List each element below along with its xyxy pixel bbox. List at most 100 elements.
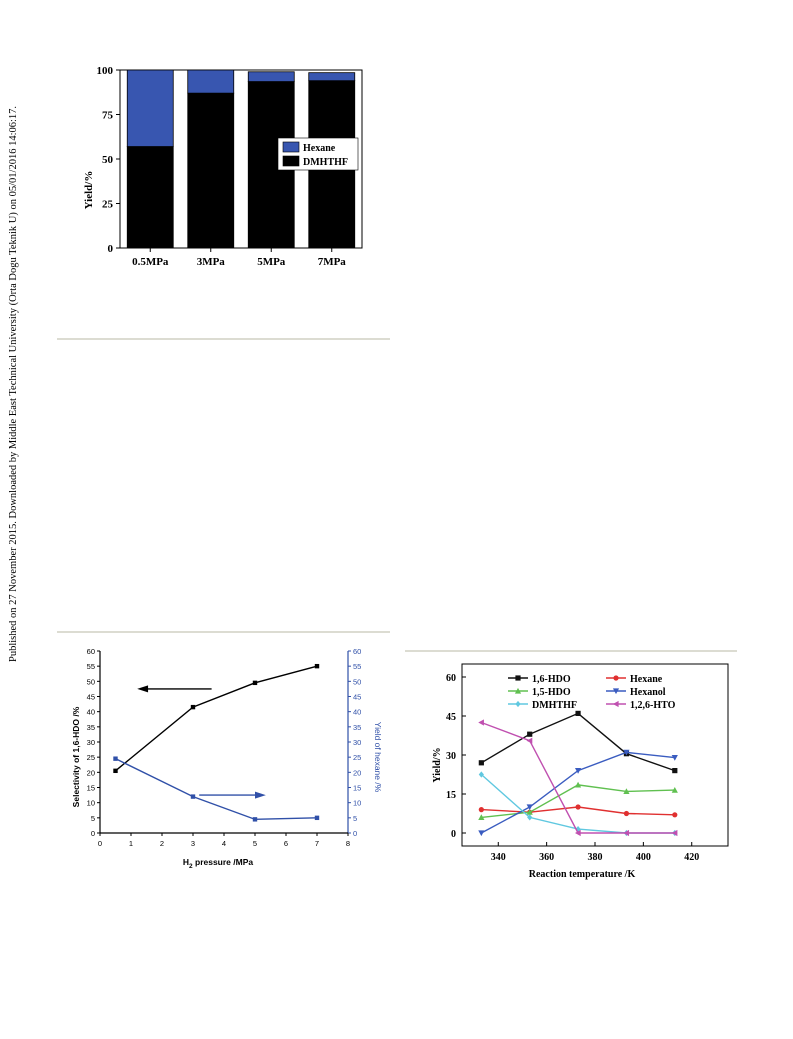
- bar-hexane: [247, 71, 295, 82]
- x-tick-label: 340: [491, 852, 506, 863]
- y-tick-label-left: 35: [87, 723, 95, 732]
- y-tick-label-right: 35: [353, 723, 361, 732]
- data-point-hexane: [623, 810, 630, 817]
- legend-marker-1-6-hdo: [515, 675, 521, 681]
- data-point-right: [252, 817, 258, 822]
- y-tick-label-right: 15: [353, 784, 361, 793]
- watermark-text: Published on 27 November 2015. Downloade…: [8, 106, 19, 662]
- legend-marker-hexane: [613, 675, 619, 681]
- series-line-right: [115, 758, 318, 821]
- multi-line-chart: 0 15 30 45 60 340 360 380 400 420 1,6-HDO Hexane 1,5…: [432, 663, 729, 880]
- data-point-1-6-hdo: [575, 710, 581, 716]
- legend-label-dmhthf: DMHTHF: [532, 700, 577, 711]
- data-point-right: [113, 756, 118, 761]
- y-tick-label-left: 10: [87, 799, 95, 808]
- legend-marker-1-5-hdo: [514, 687, 522, 694]
- x-tick-label: 8: [346, 839, 350, 848]
- y-tick-label-left: 45: [87, 693, 95, 702]
- legend-label-hexanol: Hexanol: [630, 687, 666, 698]
- data-point-dmhthf: [478, 771, 484, 778]
- y-tick-label-left: 30: [87, 738, 95, 747]
- x-tick-label: 360: [539, 852, 554, 863]
- data-point-1-6-hdo: [672, 768, 678, 774]
- data-point-1-2-6-hto: [574, 829, 581, 837]
- x-tick-label: 3: [191, 839, 195, 848]
- y-tick-label-right: 25: [353, 753, 361, 762]
- y-tick-label: 15: [446, 790, 456, 801]
- data-point-1-2-6-hto: [671, 829, 678, 837]
- y-tick-label-left: 0: [91, 829, 95, 838]
- data-point-1-2-6-hto: [526, 737, 533, 744]
- bar-hexane: [126, 69, 174, 147]
- legend-marker-dmhthf: [515, 700, 521, 708]
- data-point-hexanol: [478, 830, 485, 837]
- x-tick-label: 420: [684, 852, 699, 863]
- data-point-hexanol: [574, 768, 582, 774]
- y-tick-label: 0: [108, 243, 114, 255]
- series-line-1-6-hdo: [480, 712, 676, 772]
- y-tick-label-right: 20: [353, 768, 361, 777]
- x-tick-label: 6: [284, 839, 288, 848]
- x-tick-label: 380: [588, 852, 603, 863]
- data-point-1-2-6-hto: [623, 829, 630, 837]
- series-line-1-2-6-hto: [481, 721, 675, 834]
- y-tick-label: 30: [446, 751, 456, 762]
- series-line-hexanol: [481, 751, 675, 834]
- legend-label: Hexane: [303, 143, 336, 154]
- legend-marker-1-2-6-hto: [612, 700, 619, 708]
- y-tick-label: 100: [97, 65, 114, 77]
- y-tick-label: 0: [451, 829, 456, 840]
- y-tick-label-right: 0: [353, 829, 357, 838]
- data-point-1-6-hdo: [527, 731, 533, 737]
- x-tick-label: 4: [222, 839, 226, 848]
- x-tick-label: 2: [160, 839, 164, 848]
- y-tick-label-right: 40: [353, 708, 361, 717]
- x-tick-label: 7: [315, 839, 319, 848]
- x-axis-label: H2 pressure /MPa: [183, 857, 254, 870]
- data-point-left: [252, 680, 258, 686]
- data-point-1-5-hdo: [526, 809, 533, 815]
- x-tick-label: 0.5MPa: [132, 256, 169, 268]
- x-tick-label: 7MPa: [318, 256, 347, 268]
- x-axis-label: Reaction temperature /K: [529, 869, 636, 880]
- data-point-hexane: [575, 804, 581, 810]
- series-line-left: [115, 665, 318, 772]
- x-tick-label: 3MPa: [197, 256, 226, 268]
- y-tick-label-left: 25: [87, 753, 95, 762]
- y-tick-label: 60: [446, 673, 456, 684]
- arrow-left-head: [137, 685, 149, 693]
- data-point-hexanol: [526, 804, 533, 811]
- x-tick-label: 0: [98, 839, 102, 848]
- plot-frame: [461, 663, 729, 847]
- data-point-left: [314, 663, 320, 669]
- data-point-hexanol: [623, 749, 630, 756]
- data-point-1-2-6-hto: [478, 719, 484, 726]
- y-tick-label-right: 10: [353, 799, 361, 808]
- legend-marker-hexanol: [612, 688, 620, 695]
- legend-label-1-5-hdo: 1,5-HDO: [532, 687, 571, 698]
- y-tick-label-right: 5: [353, 814, 357, 823]
- data-point-right: [190, 794, 196, 799]
- y-tick-label-left: 15: [87, 784, 95, 793]
- y-tick-label: 75: [102, 110, 114, 122]
- y-axis-label-left: Selectivity of 1,6-HDO /%: [71, 706, 81, 807]
- data-point-1-5-hdo: [478, 814, 485, 820]
- x-tick-label: 5MPa: [257, 256, 286, 268]
- y-tick-label-left: 55: [87, 662, 95, 671]
- data-point-left: [113, 768, 118, 774]
- data-point-left: [190, 704, 196, 710]
- y-tick-label-right: 50: [353, 677, 361, 686]
- data-point-hexanol: [671, 755, 678, 761]
- data-point-1-5-hdo: [671, 787, 678, 793]
- divider-rule-1: [57, 338, 390, 340]
- y-tick-label: 45: [446, 712, 456, 723]
- y-tick-label-left: 60: [87, 647, 95, 656]
- watermark: Published on 27 November 2015. Downloade…: [8, 106, 19, 662]
- y-tick-label-left: 40: [87, 708, 95, 717]
- x-tick-label: 400: [636, 852, 651, 863]
- bar-hexane: [308, 72, 356, 82]
- x-tick-label: 5: [253, 839, 257, 848]
- legend-swatch: [282, 155, 300, 167]
- stacked-bar-chart: 0 25 50 75 100 0.5MPa 3MPa 5MPa 7MPa Hexane DMHTHF…: [83, 65, 363, 268]
